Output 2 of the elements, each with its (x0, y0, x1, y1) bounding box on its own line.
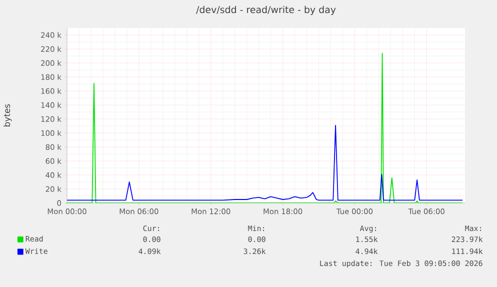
y-axis-title: bytes (4, 104, 12, 126)
chart-title: /dev/sdd - read/write - by day (196, 6, 336, 15)
